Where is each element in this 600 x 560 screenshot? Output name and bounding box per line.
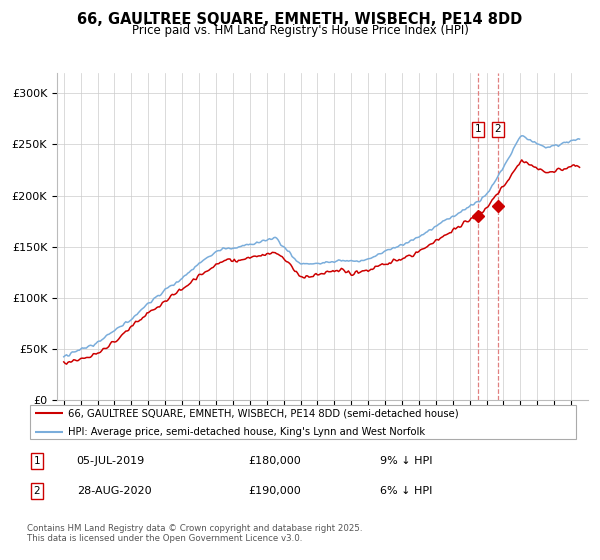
Text: £180,000: £180,000 [248, 456, 301, 466]
Text: 66, GAULTREE SQUARE, EMNETH, WISBECH, PE14 8DD (semi-detached house): 66, GAULTREE SQUARE, EMNETH, WISBECH, PE… [68, 408, 459, 418]
Text: 66, GAULTREE SQUARE, EMNETH, WISBECH, PE14 8DD: 66, GAULTREE SQUARE, EMNETH, WISBECH, PE… [77, 12, 523, 27]
Text: 05-JUL-2019: 05-JUL-2019 [77, 456, 145, 466]
Text: Contains HM Land Registry data © Crown copyright and database right 2025.
This d: Contains HM Land Registry data © Crown c… [27, 524, 362, 543]
Text: 28-AUG-2020: 28-AUG-2020 [77, 486, 151, 496]
Text: 6% ↓ HPI: 6% ↓ HPI [380, 486, 433, 496]
Text: £190,000: £190,000 [248, 486, 301, 496]
FancyBboxPatch shape [30, 405, 575, 440]
Text: 9% ↓ HPI: 9% ↓ HPI [380, 456, 433, 466]
Text: Price paid vs. HM Land Registry's House Price Index (HPI): Price paid vs. HM Land Registry's House … [131, 24, 469, 37]
Text: 1: 1 [34, 456, 40, 466]
Text: 2: 2 [494, 124, 501, 134]
Text: HPI: Average price, semi-detached house, King's Lynn and West Norfolk: HPI: Average price, semi-detached house,… [68, 427, 425, 437]
Text: 1: 1 [475, 124, 482, 134]
Text: 2: 2 [34, 486, 40, 496]
